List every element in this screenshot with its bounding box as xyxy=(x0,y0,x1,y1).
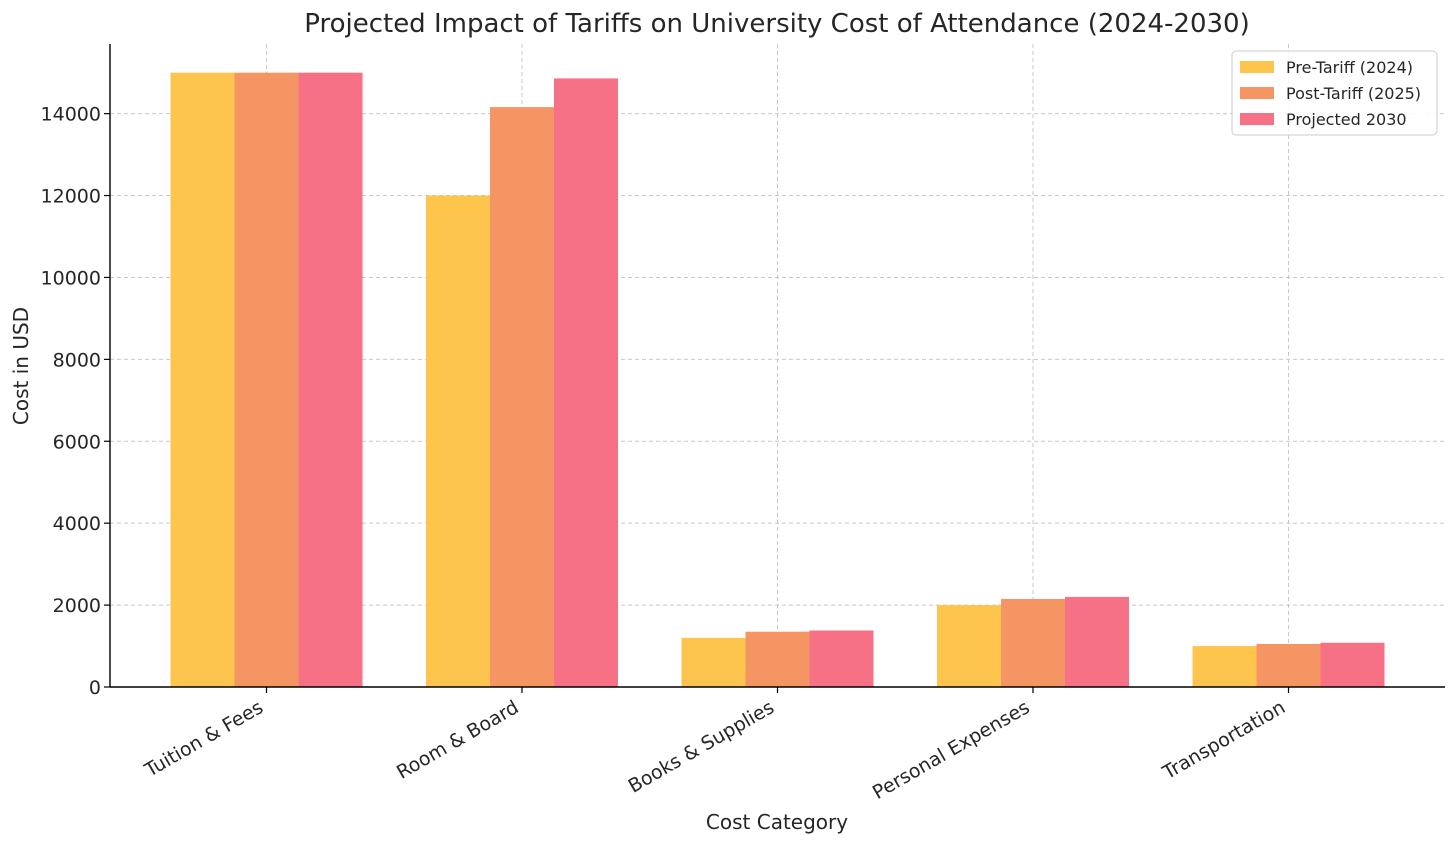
y-tick-label: 6000 xyxy=(53,431,101,453)
bar-2-3 xyxy=(745,631,810,687)
y-tick-label: 2000 xyxy=(53,595,101,617)
bar-1-2 xyxy=(426,195,490,687)
legend-swatch xyxy=(1240,61,1274,73)
legend-label: Projected 2030 xyxy=(1286,110,1407,129)
bar-2-4 xyxy=(1001,598,1065,687)
grid xyxy=(110,44,1445,688)
legend-label: Pre-Tariff (2024) xyxy=(1286,58,1413,77)
bar-3-1 xyxy=(298,72,363,687)
bar-1-4 xyxy=(937,605,1001,687)
x-tick-label: Room & Board xyxy=(393,696,523,783)
y-tick-label: 0 xyxy=(89,677,101,699)
bar-3-5 xyxy=(1320,642,1385,687)
bar-2-1 xyxy=(234,72,299,687)
bars xyxy=(170,72,1385,688)
bar-3-2 xyxy=(554,78,618,688)
x-tick-label: Transportation xyxy=(1158,696,1289,784)
x-axis-label: Cost Category xyxy=(706,810,848,834)
legend-swatch xyxy=(1240,87,1274,99)
bar-3-4 xyxy=(1065,596,1129,687)
legend-label: Post-Tariff (2025) xyxy=(1286,84,1421,103)
bar-3-3 xyxy=(809,630,874,687)
chart-title: Projected Impact of Tariffs on Universit… xyxy=(304,9,1250,39)
y-axis-label: Cost in USD xyxy=(9,307,33,425)
y-tick-label: 8000 xyxy=(53,349,101,371)
bar-1-3 xyxy=(681,637,746,687)
y-tick-label: 4000 xyxy=(53,513,101,535)
bar-1-5 xyxy=(1192,646,1257,687)
y-tick-label: 14000 xyxy=(41,104,101,126)
bar-1-1 xyxy=(170,72,235,687)
y-tick-label: 10000 xyxy=(41,267,101,289)
legend-swatch xyxy=(1240,113,1274,125)
bar-2-2 xyxy=(490,107,554,687)
legend: Pre-Tariff (2024) Post-Tariff (2025) Proje… xyxy=(1231,50,1438,136)
x-tick-label: Tuition & Fees xyxy=(140,696,267,782)
x-tick-label: Personal Expenses xyxy=(869,696,1034,804)
y-tick-label: 12000 xyxy=(41,186,101,208)
legend-box xyxy=(1231,50,1438,136)
bar-2-5 xyxy=(1256,643,1321,687)
x-tick-label: Books & Supplies xyxy=(625,696,778,797)
